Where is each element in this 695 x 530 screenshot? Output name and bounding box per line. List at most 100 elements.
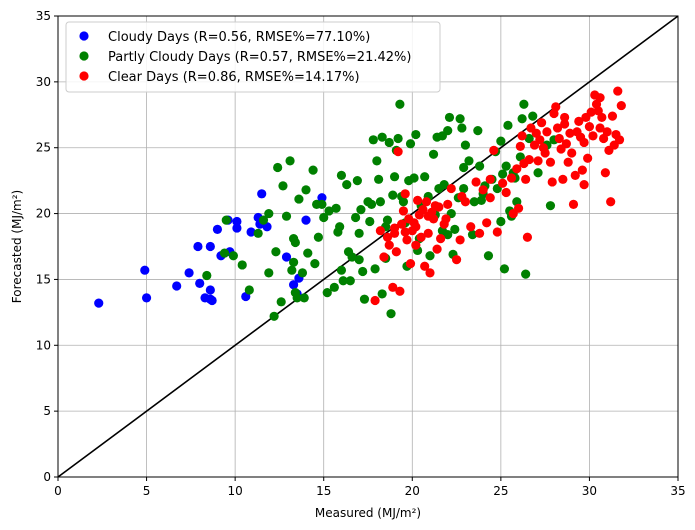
data-point [552,123,563,133]
data-point [389,223,400,233]
data-point [388,282,398,292]
data-point [382,232,393,242]
data-point [443,125,453,136]
data-point [485,193,495,203]
data-point [496,136,506,146]
data-point [237,260,247,270]
data-point [287,265,297,275]
y-tick-label: 5 [43,404,51,418]
data-point [359,294,370,304]
x-tick-label: 25 [493,484,508,498]
data-point [405,139,416,149]
data-point [292,293,302,303]
data-point [244,285,254,295]
data-point [455,235,465,245]
data-point [246,227,256,237]
x-axis-ticks: 0 5 10 15 20 25 30 35 [54,477,686,498]
data-point [219,248,230,258]
data-point [524,154,534,165]
data-point [319,212,329,223]
data-point [607,111,618,121]
data-point [459,183,469,194]
data-point [393,147,403,157]
data-point [140,265,150,275]
data-point [317,199,327,209]
data-point [439,179,449,190]
data-point [384,137,394,148]
data-point [370,264,380,274]
data-point [451,255,462,265]
y-tick-label: 30 [36,75,51,89]
data-point [428,149,439,159]
data-point [402,235,412,245]
data-point [521,174,531,184]
data-point [365,216,375,227]
data-point [310,259,320,269]
data-point [467,230,478,240]
x-tick-label: 10 [228,484,243,498]
legend-marker [79,31,89,41]
data-point [432,244,442,254]
data-point [347,252,357,262]
data-point [342,179,352,190]
legend: Cloudy Days (R=0.56, RMSE%=77.10%) Partly… [65,21,441,93]
data-point [528,111,538,121]
data-point [545,157,556,167]
data-point [370,295,380,306]
data-point [425,268,435,278]
data-point [537,118,547,128]
data-point [498,169,508,179]
data-point [436,233,446,244]
x-tick-label: 15 [316,484,331,498]
data-point [535,135,545,145]
data-point [583,153,593,163]
data-point [172,281,182,291]
data-point [616,100,626,111]
data-point [466,222,476,232]
data-point [395,99,405,109]
data-point [264,208,274,219]
data-point [281,252,292,262]
data-point [391,247,401,257]
data-point [377,289,387,299]
data-point [475,228,485,238]
data-point [386,309,396,319]
data-point [519,99,529,109]
data-point [313,232,323,242]
data-point [338,276,348,286]
data-point [496,216,506,227]
legend-label: Cloudy Days (R=0.56, RMSE%=77.10%) [108,30,370,45]
data-point [503,120,513,130]
x-tick-label: 20 [405,484,420,498]
data-point [205,241,215,252]
data-point [205,285,215,295]
data-point [471,177,481,187]
y-tick-label: 35 [36,9,51,23]
data-point [409,173,419,183]
data-point [351,212,361,223]
data-point [517,131,527,141]
data-point [336,265,347,275]
data-point [501,187,511,198]
data-point [512,164,522,174]
data-point [372,156,382,166]
data-point [450,224,460,234]
y-tick-label: 25 [36,141,51,155]
data-point [584,122,595,132]
data-point [600,168,610,178]
data-point [398,206,409,216]
data-point [522,232,533,242]
data-point [398,197,409,207]
data-point [301,215,311,225]
data-point [533,168,543,178]
data-point [464,156,474,166]
legend-label: Partly Cloudy Days (R=0.57, RMSE%=21.42%… [108,50,411,65]
data-point [430,201,440,211]
data-point [561,139,572,149]
data-point [482,218,492,228]
data-point [485,174,495,184]
data-point [542,127,552,137]
data-point [329,282,339,292]
data-point [568,199,579,209]
